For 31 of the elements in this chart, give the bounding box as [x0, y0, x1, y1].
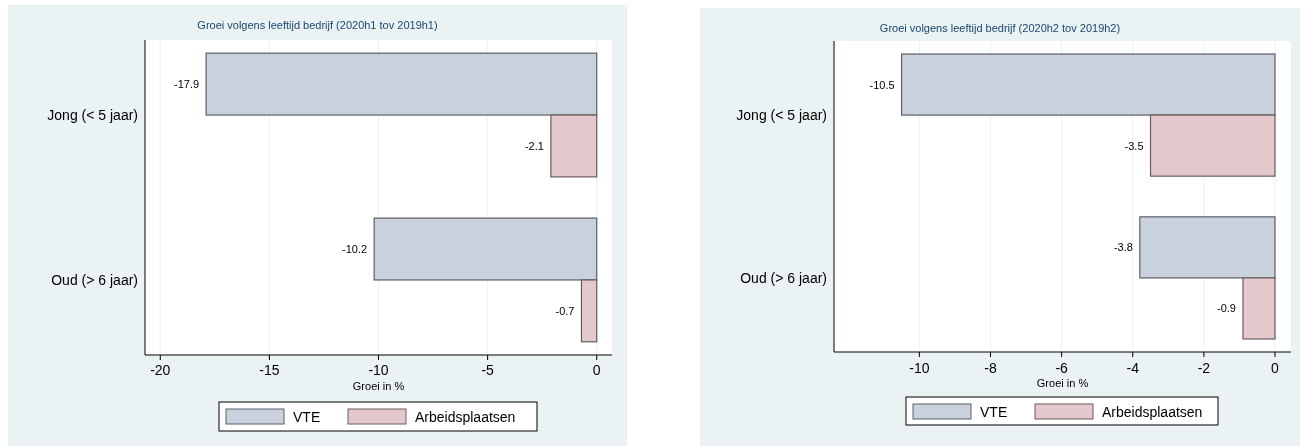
x-tick-label: -15 [259, 362, 280, 378]
data-label: -10.5 [869, 78, 895, 91]
data-label: -2.1 [524, 139, 544, 152]
x-tick-label: -2 [1197, 360, 1211, 376]
data-label: -0.9 [1217, 302, 1236, 315]
x-axis-title: Groei in % [1036, 377, 1089, 389]
x-tick-label: 0 [592, 362, 601, 378]
data-label: -17.9 [174, 78, 200, 91]
data-label: -3.5 [1124, 139, 1144, 152]
chart-title: Groei volgens leeftijd bedrijf (2020h1 tov 2019h1) [197, 19, 438, 31]
x-tick-label: -10 [909, 360, 930, 376]
legend-label: Arbeidsplaatsen [415, 409, 516, 425]
legend-label: VTE [293, 409, 321, 425]
x-tick-label: -4 [1126, 360, 1140, 376]
y-tick-label: Jong (< 5 jaar) [736, 107, 827, 124]
legend-label: Arbeidsplaatsen [1102, 404, 1203, 420]
x-tick-label: 0 [1271, 360, 1280, 376]
data-label: -0.7 [555, 304, 575, 317]
x-tick-label: -6 [1055, 360, 1069, 376]
data-label: -10.2 [342, 243, 368, 256]
legend-label: VTE [980, 404, 1008, 420]
y-tick-label: Oud (> 6 jaar) [51, 271, 138, 288]
x-tick-label: -8 [984, 360, 997, 376]
chart-title: Groei volgens leeftijd bedrijf (2020h2 tov 2019h2) [879, 22, 1121, 34]
data-label: -3.8 [1113, 241, 1133, 254]
x-tick-label: -5 [481, 362, 495, 378]
y-tick-label: Jong (< 5 jaar) [47, 107, 138, 124]
x-tick-label: -10 [368, 362, 389, 378]
y-tick-label: Oud (> 6 jaar) [740, 269, 827, 286]
x-tick-label: -20 [150, 362, 171, 378]
x-axis-title: Groei in % [352, 380, 405, 392]
